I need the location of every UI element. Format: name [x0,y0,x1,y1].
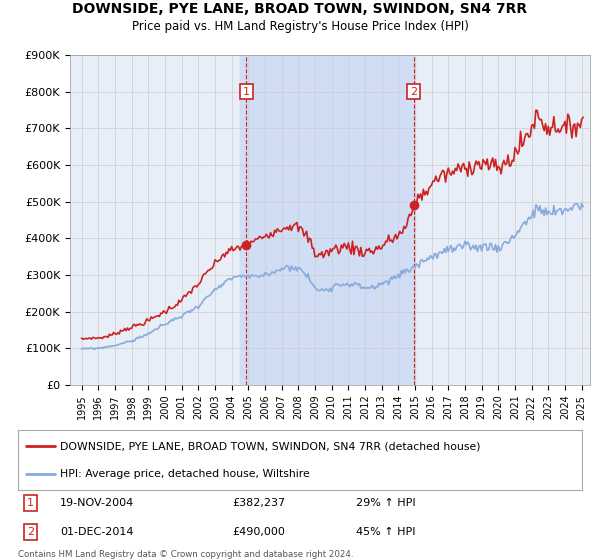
Text: £490,000: £490,000 [232,527,285,536]
Text: 45% ↑ HPI: 45% ↑ HPI [356,527,416,536]
Text: £382,237: £382,237 [232,498,286,508]
Text: 19-NOV-2004: 19-NOV-2004 [60,498,134,508]
Text: DOWNSIDE, PYE LANE, BROAD TOWN, SWINDON, SN4 7RR: DOWNSIDE, PYE LANE, BROAD TOWN, SWINDON,… [73,2,527,16]
Text: Contains HM Land Registry data © Crown copyright and database right 2024.
This d: Contains HM Land Registry data © Crown c… [18,550,353,560]
Text: 1: 1 [243,87,250,97]
Text: Price paid vs. HM Land Registry's House Price Index (HPI): Price paid vs. HM Land Registry's House … [131,20,469,33]
Text: 1: 1 [27,498,34,508]
Text: DOWNSIDE, PYE LANE, BROAD TOWN, SWINDON, SN4 7RR (detached house): DOWNSIDE, PYE LANE, BROAD TOWN, SWINDON,… [60,441,481,451]
Text: 2: 2 [410,87,417,97]
Text: 01-DEC-2014: 01-DEC-2014 [60,527,134,536]
Bar [240,55,415,385]
Text: 2: 2 [27,527,34,536]
Text: 29% ↑ HPI: 29% ↑ HPI [356,498,416,508]
Text: HPI: Average price, detached house, Wiltshire: HPI: Average price, detached house, Wilt… [60,469,310,479]
